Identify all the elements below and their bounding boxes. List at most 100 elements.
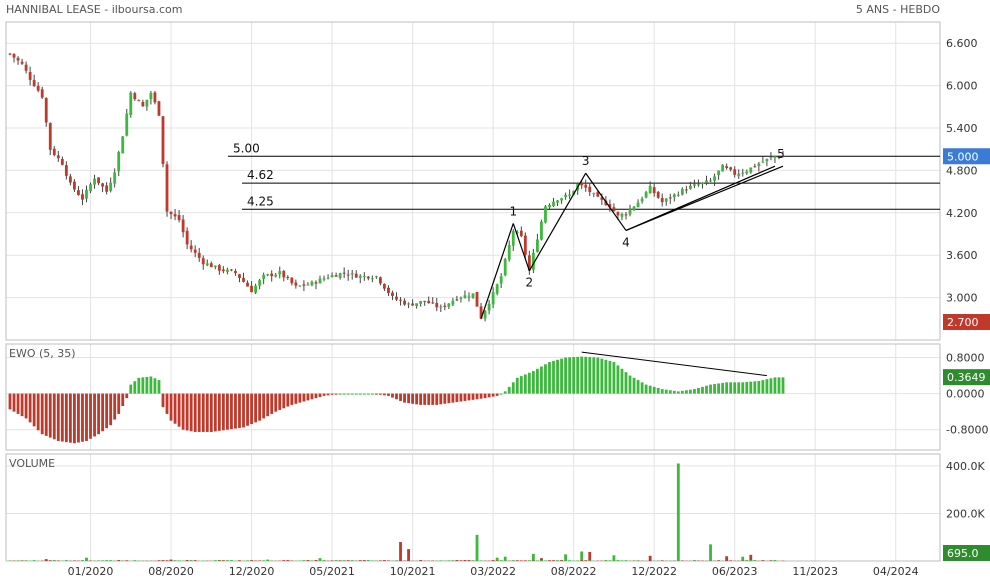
ewo-bar-190: [773, 377, 777, 394]
price-candle-61: [254, 285, 258, 293]
price-candle-24: [105, 185, 109, 192]
price-candle-128: [523, 235, 527, 255]
ewo-bar-41: [173, 393, 177, 424]
ewo-bar-106: [435, 393, 439, 405]
ewo-bar-72: [298, 393, 302, 403]
volume-base-54: [225, 560, 229, 561]
ewo-bar-45: [189, 393, 193, 432]
price-candle-123: [503, 259, 507, 276]
ewo-bar-182: [741, 382, 745, 394]
ewo-bar-91: [374, 393, 378, 395]
price-low-badge: 2.700: [947, 316, 979, 329]
volume-base-42: [177, 560, 181, 561]
ewo-bar-51: [213, 393, 217, 432]
price-candle-188: [765, 158, 769, 162]
ewo-bar-141: [576, 356, 580, 394]
price-candle-142: [580, 182, 584, 186]
volume-base-112: [459, 560, 463, 561]
volume-base-189: [769, 560, 773, 561]
price-candle-98: [403, 300, 406, 305]
volume-bar-22: [749, 554, 753, 561]
ewo-bar-140: [572, 357, 576, 394]
price-candle-157: [640, 198, 644, 202]
ewo-bar-192: [781, 377, 785, 394]
ewo-bar-83: [342, 393, 346, 395]
ewo-bar-110: [451, 393, 455, 403]
volume-base-62: [258, 560, 262, 561]
price-candle-33: [141, 102, 145, 107]
volume-base-80: [330, 560, 334, 561]
volume-base-134: [548, 560, 551, 561]
ewo-bar-32: [137, 377, 141, 394]
ewo-bar-151: [616, 365, 620, 394]
volume-bar-6: [399, 541, 402, 561]
price-candle-43: [181, 219, 185, 233]
volume-base-92: [378, 560, 382, 561]
price-y-tick-label-5: 3.600: [946, 249, 978, 262]
price-candle-35: [149, 92, 153, 100]
price-candle-66: [274, 274, 278, 277]
price-candle-49: [205, 263, 209, 266]
ewo-bar-113: [463, 393, 467, 401]
price-candle-26: [113, 172, 117, 184]
volume-base-81: [334, 560, 338, 561]
ewo-bar-52: [217, 393, 221, 431]
ewo-bar-73: [302, 393, 306, 402]
price-candle-119: [487, 303, 491, 311]
volume-base-138: [564, 560, 568, 561]
volume-base-41: [173, 560, 177, 561]
ewo-bar-26: [113, 393, 117, 420]
price-candle-155: [632, 206, 636, 211]
ewo-bar-169: [688, 389, 692, 394]
ewo-bar-86: [354, 393, 358, 395]
ewo-bar-63: [262, 393, 266, 419]
ewo-bar-35: [149, 376, 153, 394]
volume-base-75: [310, 560, 314, 561]
ewo-bar-78: [322, 393, 326, 396]
ewo-bar-22: [97, 393, 100, 435]
volume-base-187: [761, 560, 765, 561]
ewo-bar-185: [753, 381, 757, 394]
ewo-bar-165: [672, 390, 676, 394]
price-candle-68: [282, 270, 286, 278]
price-candle-165: [672, 194, 676, 198]
volume-base-27: [117, 560, 121, 561]
x-tick-label-7: 12/2022: [631, 565, 677, 578]
ewo-bar-121: [495, 393, 499, 396]
price-candle-96: [395, 296, 398, 300]
ewo-bar-188: [765, 379, 769, 394]
price-candle-22: [97, 177, 100, 184]
price-candle-151: [616, 212, 620, 216]
price-candle-166: [676, 194, 680, 196]
ewo-bar-147: [600, 358, 604, 394]
volume-base-14: [64, 560, 68, 561]
price-candle-27: [117, 152, 121, 172]
panel-frame-0: [5, 21, 941, 341]
ewo-bar-109: [447, 393, 451, 404]
ewo-bar-40: [169, 393, 173, 421]
price-candle-120: [491, 292, 495, 305]
ewo-panel-title: EWO (5, 35): [9, 347, 76, 360]
ewo-bar-62: [258, 393, 262, 421]
ewo-bar-126: [515, 377, 519, 394]
price-candle-140: [572, 190, 576, 195]
price-candle-38: [161, 116, 165, 164]
volume-base-2: [16, 560, 20, 561]
ewo-bar-100: [411, 393, 415, 404]
price-candle-110: [451, 300, 455, 305]
ewo-bar-144: [588, 357, 592, 394]
volume-base-125: [511, 560, 515, 561]
price-candle-163: [664, 198, 668, 202]
price-candle-37: [157, 101, 161, 116]
volume-base-68: [282, 560, 286, 561]
volume-base-148: [604, 560, 608, 561]
price-candle-105: [431, 302, 435, 304]
price-candle-164: [668, 197, 672, 199]
price-candle-170: [693, 184, 696, 186]
price-candle-180: [733, 169, 737, 175]
ewo-bar-15: [68, 393, 72, 443]
ewo-bar-34: [145, 376, 149, 394]
price-candle-94: [387, 287, 390, 294]
ewo-bar-23: [101, 393, 105, 432]
price-candle-28: [121, 136, 125, 154]
